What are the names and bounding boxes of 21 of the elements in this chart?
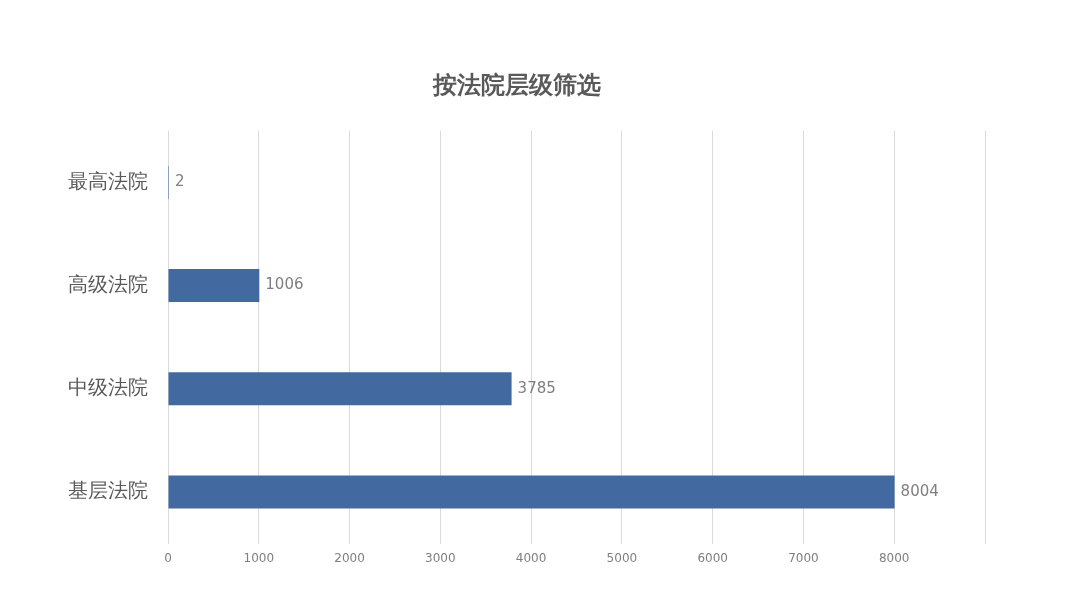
x-tick-label: 7000 xyxy=(788,550,819,565)
data-label: 1006 xyxy=(265,275,304,294)
x-tick-label: 1000 xyxy=(243,550,275,565)
bar xyxy=(168,269,260,303)
bar xyxy=(168,372,512,406)
data-label: 3785 xyxy=(517,378,556,397)
x-tick-label: 6000 xyxy=(697,550,728,565)
bar xyxy=(168,475,895,509)
x-tick-label: 4000 xyxy=(515,550,547,565)
data-label: 2 xyxy=(175,172,185,191)
x-tick-label: 5000 xyxy=(606,550,638,565)
x-tick-label: 8000 xyxy=(878,550,910,565)
x-tick-label: 3000 xyxy=(425,550,456,565)
y-tick-label: 高级法院 xyxy=(68,271,148,296)
y-tick-label: 中级法院 xyxy=(68,375,148,399)
y-tick-label: 最高法院 xyxy=(68,168,148,193)
y-tick-label: 基层法院 xyxy=(68,478,148,503)
x-tick-label: 2000 xyxy=(334,550,365,565)
x-tick-label: 0 xyxy=(164,550,172,565)
data-label: 8004 xyxy=(900,481,939,500)
chart-title: 按法院层级筛选 xyxy=(431,70,601,99)
